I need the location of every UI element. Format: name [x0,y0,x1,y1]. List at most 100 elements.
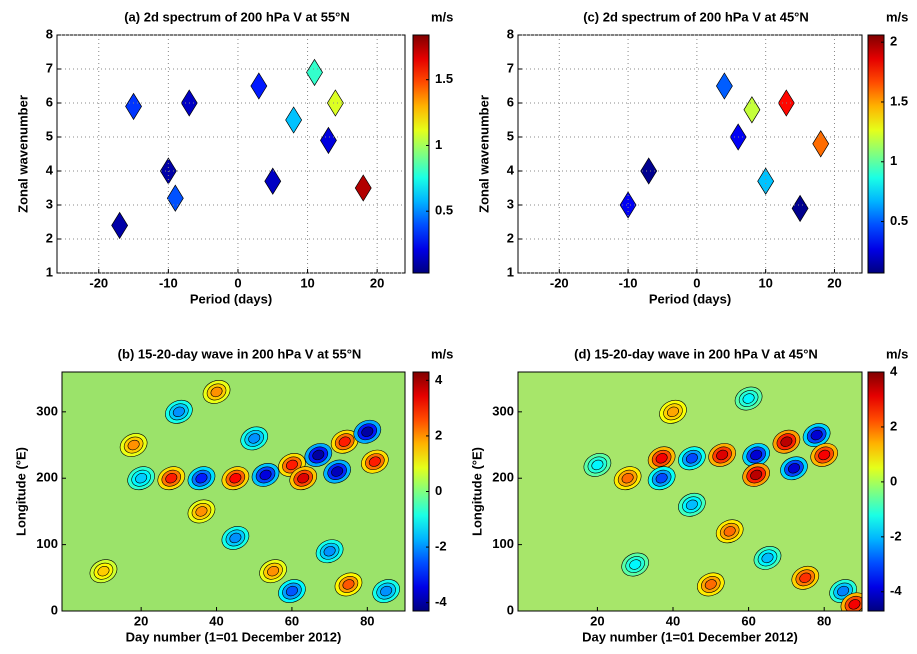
y-tick-label: 6 [46,94,53,109]
colorbar-tick-label: 2 [890,418,897,433]
axes-frame [56,34,406,274]
plot-background [57,35,405,273]
x-axis-label: Period (days) [649,291,731,306]
contour-fill [172,406,185,418]
x-tick-label: 10 [758,275,772,290]
x-tick-label: 10 [300,275,314,290]
contour-patch [715,72,733,100]
contour-fill [331,466,344,477]
x-tick-label: 80 [360,613,374,628]
colorbar-label: m/s [886,346,908,361]
contour-fill [248,433,261,444]
contour-patch [791,194,809,223]
contour-fill [629,559,642,570]
contour-patch [125,92,142,121]
contour-fill [312,449,325,461]
contour-fill [742,393,755,404]
y-tick-label: 300 [36,403,58,418]
contour-patch [306,58,323,87]
y-tick-label: 1 [507,264,514,279]
contour-fill [837,585,850,597]
contour-fill [799,572,812,583]
y-tick-label: 3 [46,196,53,211]
contour-fill [380,585,393,597]
colorbar [412,34,430,274]
contour-patch [326,89,344,117]
contour-fill [97,565,110,577]
x-tick-label: 20 [370,275,384,290]
y-tick-label: 300 [492,403,514,418]
y-tick-label: 7 [507,60,514,75]
chart-title: (d) 15-20-day wave in 200 hPa V at 45°N [574,346,818,361]
y-tick-label: 5 [46,128,53,143]
contour-fill [818,449,831,461]
contour-fill [704,579,717,590]
y-tick-label: 4 [46,162,54,177]
x-tick-label: 40 [209,613,223,628]
y-tick-label: 5 [507,128,514,143]
contour-patch [166,184,184,212]
y-axis-label: Longitude (°E) [469,447,484,536]
contour-fill [259,469,272,481]
x-tick-label: 40 [666,613,680,628]
contour-patch [285,106,303,134]
y-tick-label: 3 [507,196,514,211]
contour-fill [195,506,208,517]
x-axis-label: Day number (1=01 December 2012) [126,629,342,644]
colorbar [867,34,885,274]
contour-fill [135,473,148,484]
colorbar-tick-label: 0 [890,473,897,488]
contour-patch [640,157,658,185]
contour-fill [368,456,381,467]
colorbar-tick-label: 0.5 [435,203,453,218]
contour-fill [750,449,763,461]
x-tick-label: -10 [159,275,178,290]
x-tick-label: -10 [619,275,638,290]
contour-fill [297,473,310,484]
contour-fill [761,552,774,564]
contour-fill [229,473,242,484]
axes-frame [61,371,406,612]
contour-patch [619,191,637,219]
colorbar-tick-label: 2 [890,34,897,49]
contour-fill [780,436,793,447]
contour-fill [621,473,634,484]
contour-fill [165,473,178,484]
colorbar-label: m/s [431,9,453,24]
contour-patch [320,126,337,155]
colorbar [867,371,885,612]
y-tick-label: 0 [507,602,514,617]
y-axis-label: Longitude (°E) [13,447,28,536]
y-tick-label: 8 [46,26,53,41]
y-tick-label: 200 [36,470,58,485]
x-tick-label: 20 [590,613,604,628]
x-axis-label: Day number (1=01 December 2012) [582,629,798,644]
colorbar-tick-label: -2 [890,528,902,543]
contour-fill [285,459,298,471]
y-tick-label: 6 [507,94,514,109]
x-tick-label: 60 [741,613,755,628]
x-tick-label: -20 [550,275,569,290]
x-tick-label: 60 [285,613,299,628]
colorbar-tick-label: 0 [435,483,442,498]
y-tick-label: 2 [507,230,514,245]
y-tick-label: 8 [507,26,514,41]
contour-fill [787,463,800,474]
plot-background [62,372,405,611]
x-tick-label: 0 [234,275,241,290]
colorbar-tick-label: 2 [435,427,442,442]
y-tick-label: 0 [51,602,58,617]
contour-fill [655,453,668,464]
contour-fill [685,453,698,464]
y-tick-label: 2 [46,230,53,245]
x-tick-label: 20 [134,613,148,628]
contour-fill [195,473,208,484]
x-tick-label: 80 [817,613,831,628]
y-tick-label: 100 [36,536,58,551]
colorbar-label: m/s [886,9,908,24]
colorbar-tick-label: 1 [890,153,897,168]
y-tick-label: 200 [492,470,514,485]
contour-fill [716,449,729,461]
colorbar-tick-label: 1 [435,137,442,152]
axes-frame [517,371,863,612]
